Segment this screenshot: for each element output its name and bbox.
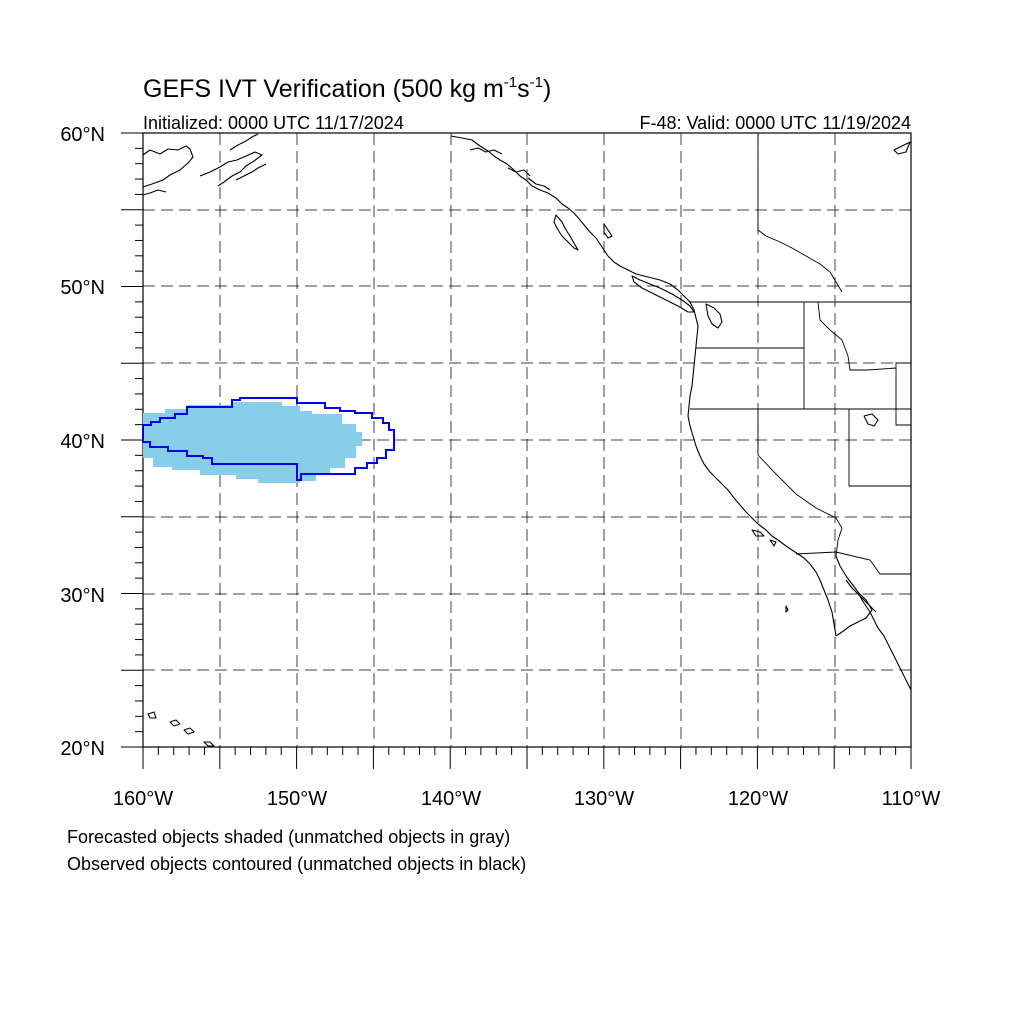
lon-label-110: 110°W — [882, 788, 941, 810]
islands — [147, 141, 911, 747]
alaska-coastline — [142, 133, 267, 196]
observed-legend-note: Observed objects contoured (unmatched ob… — [67, 854, 526, 874]
init-time-label: Initialized: 0000 UTC 11/17/2024 — [143, 113, 404, 133]
forecast-legend-note: Forecasted objects shaded (unmatched obj… — [67, 827, 510, 847]
lat-label-60: 60°N — [60, 124, 105, 146]
axis-ticks — [121, 132, 912, 769]
lat-label-50: 50°N — [60, 277, 105, 299]
lon-label-160: 160°W — [113, 788, 173, 810]
lat-label-40: 40°N — [60, 431, 105, 453]
observed-object-contour — [142, 397, 395, 481]
baja-california-coastline — [835, 555, 912, 691]
lon-label-130: 130°W — [574, 788, 634, 810]
lat-label-30: 30°N — [60, 585, 105, 607]
map-gridlines — [143, 133, 911, 747]
latitude-labels: 60°N 50°N 40°N 30°N 20°N — [60, 124, 105, 760]
north-america-coastline — [450, 135, 837, 637]
valid-time-label: F-48: Valid: 0000 UTC 11/19/2024 — [640, 113, 912, 133]
longitude-labels: 160°W 150°W 140°W 130°W 120°W 110°W — [113, 788, 941, 810]
political-borders — [690, 133, 912, 575]
forecast-object-shading — [143, 402, 362, 483]
lat-label-20: 20°N — [60, 738, 105, 760]
lon-label-150: 150°W — [267, 788, 327, 810]
lon-label-120: 120°W — [728, 788, 788, 810]
figure-title: GEFS IVT Verification (500 kg m-1s-1) — [143, 74, 551, 103]
lon-label-140: 140°W — [421, 788, 481, 810]
